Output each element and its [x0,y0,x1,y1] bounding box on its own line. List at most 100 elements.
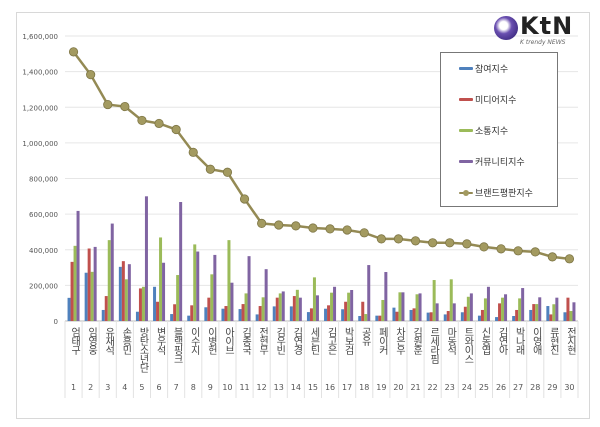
logo-subtitle: K trendy NEWS [520,39,566,46]
bar-커뮤니티지수 [435,303,439,321]
legend-label: 커뮤니티지수 [475,158,525,168]
bar-참여지수 [67,297,71,321]
category-label: 세븐틴 [307,327,319,354]
bar-소통지수 [73,245,77,321]
brand-point [530,247,540,257]
bar-커뮤니티지수 [144,196,148,321]
legend-item: 참여지수 [459,62,508,75]
brand-point [564,254,575,264]
rank-label: 24 [461,383,472,392]
bar-참여지수 [392,307,396,321]
bar-참여지수 [306,312,310,321]
bar-미디어지수 [361,301,365,321]
y-tick-label: 1,200,000 [22,104,58,112]
category-label: 이병헌 [205,327,217,354]
bar-미디어지수 [70,261,74,321]
bar-소통지수 [210,274,214,321]
bar-소통지수 [535,304,539,321]
brand-point [410,236,421,246]
brand-point [120,101,130,112]
bar-소통지수 [312,277,316,321]
bar-참여지수 [255,314,259,321]
rank-label: 2 [88,383,94,392]
bar-소통지수 [518,298,522,321]
bar-참여지수 [512,316,516,321]
legend-label: 소통지수 [475,127,509,137]
category-label: 김연아 [496,327,508,354]
y-tick-label: 1,600,000 [22,33,58,41]
rank-label: 28 [530,383,541,392]
rank-label: 27 [513,383,524,392]
brand-point [154,118,164,129]
bar-미디어지수 [207,297,211,321]
bar-미디어지수 [566,297,570,321]
bar-소통지수 [176,275,180,321]
category-label: 아이브 [222,327,234,354]
bar-커뮤니티지수 [93,246,97,321]
category-label: 공유 [359,327,371,345]
bar-소통지수 [347,292,351,321]
y-tick-label: 1,000,000 [22,140,58,148]
bar-커뮤니티지수 [367,265,371,321]
rank-label: 10 [222,383,233,392]
category-label: 박나래 [513,327,525,354]
brand-point [239,194,250,204]
bar-소통지수 [193,244,197,321]
bar-커뮤니티지수 [504,294,508,321]
bar-소통지수 [501,297,505,321]
brand-point [205,164,215,174]
y-tick-label: 1,400,000 [22,69,58,77]
bar-참여지수 [170,314,174,321]
y-tick-label: 600,000 [29,211,58,219]
ktn-logo: KtN K trendy NEWS [490,12,590,48]
bar-미디어지수 [515,309,519,321]
bar-소통지수 [432,280,436,321]
bar-소통지수 [364,314,368,321]
bar-커뮤니티지수 [179,202,183,321]
bar-커뮤니티지수 [315,295,319,321]
y-tick-label: 0 [54,318,58,326]
category-label: 유재석 [102,327,114,354]
bar-참여지수 [153,286,157,321]
bar-참여지수 [426,312,430,321]
rank-label: 4 [122,383,128,392]
category-label: 엄태구 [68,327,80,354]
rank-label: 13 [273,383,284,392]
category-label: 르세라핌 [427,327,439,363]
rank-label: 1 [71,383,77,392]
category-label: 전지현 [564,327,576,354]
rank-label: 8 [190,383,196,392]
brand-point [103,99,113,110]
bar-커뮤니티지수 [521,288,525,321]
bar-소통지수 [244,293,248,321]
bar-미디어지수 [463,306,467,321]
rank-label: 9 [207,383,213,392]
bar-커뮤니티지수 [264,269,268,321]
rank-label: 17 [342,383,353,392]
rank-label: 7 [173,383,179,392]
brand-point [428,238,438,248]
bar-미디어지수 [498,303,502,321]
category-label: 트와이스 [461,327,473,363]
bar-소통지수 [483,298,487,321]
rank-label: 25 [478,383,490,392]
bar-미디어지수 [87,248,91,321]
legend-item: 소통지수 [459,124,508,137]
brand-point [496,244,506,254]
brand-point [68,47,79,57]
bar-커뮤니티지수 [127,264,131,321]
bar-미디어지수 [156,301,160,321]
legend-label: 참여지수 [475,65,509,75]
category-label: 김우빈 [273,327,285,354]
bar-미디어지수 [241,304,245,321]
bar-참여지수 [221,308,225,321]
brand-point [188,147,198,157]
bar-참여지수 [84,272,88,321]
brand-point [291,221,301,231]
category-label: 전현무 [256,327,268,354]
bar-소통지수 [398,292,402,321]
rank-label: 3 [105,383,111,392]
bar-참여지수 [187,315,191,321]
